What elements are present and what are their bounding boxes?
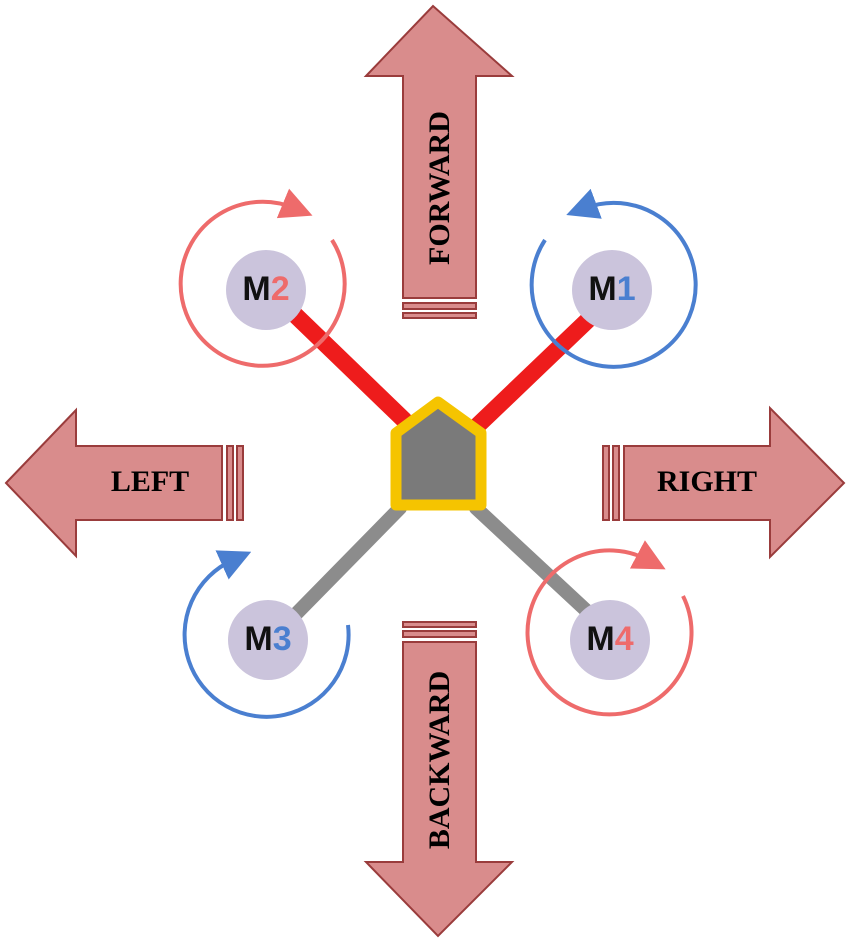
motor-m4: M4	[525, 540, 694, 717]
rear-left-arm	[289, 501, 407, 621]
left-label: LEFT	[111, 465, 189, 498]
quadcopter-body	[390, 396, 487, 511]
backward-label: BACKWARD	[423, 671, 456, 849]
forward-arrow: FORWARD	[363, 4, 515, 319]
rear-right-arm	[469, 501, 597, 621]
m1-hub	[572, 250, 652, 330]
backward-arrow: BACKWARD	[363, 621, 515, 938]
m2-label: M2	[242, 270, 289, 308]
frame-arms	[279, 299, 599, 621]
motor-m2: M2	[178, 188, 347, 368]
m3-hub	[228, 600, 308, 680]
m4-rotation-arrow	[525, 540, 694, 717]
motor-m1: M1	[529, 188, 698, 369]
motor-m3: M3	[182, 550, 351, 719]
m2-rotation-arrow	[178, 188, 347, 368]
m1-label: M1	[588, 270, 635, 308]
m4-hub	[570, 600, 650, 680]
m3-rotation-arrow	[182, 550, 351, 719]
right-arrow: RIGHT	[602, 405, 846, 560]
m1-rotation-arrow	[529, 188, 698, 369]
front-left-arm	[279, 299, 413, 429]
m2-hub	[226, 250, 306, 330]
m3-label: M3	[244, 620, 291, 658]
forward-label: FORWARD	[423, 111, 456, 265]
front-right-arm	[466, 309, 599, 437]
m4-label: M4	[586, 620, 633, 658]
left-arrow: LEFT	[4, 407, 244, 559]
right-label: RIGHT	[657, 465, 757, 498]
